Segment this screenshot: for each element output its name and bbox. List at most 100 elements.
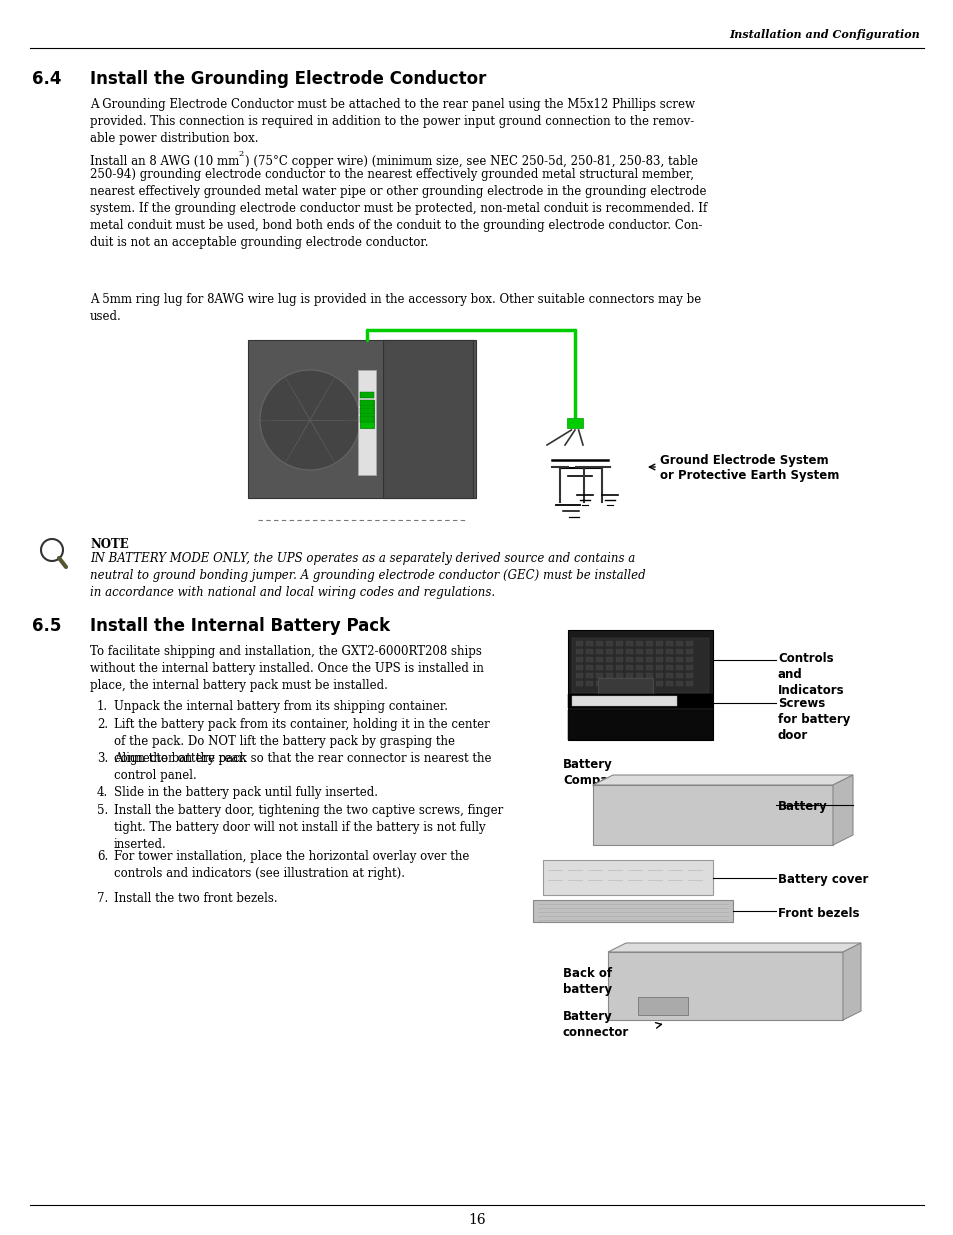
Bar	[636, 680, 642, 685]
Bar	[645, 664, 652, 671]
Text: 6.4: 6.4	[32, 70, 61, 88]
Bar	[596, 664, 602, 671]
Text: Installation and Configuration: Installation and Configuration	[728, 28, 919, 40]
Bar	[585, 650, 593, 655]
Bar	[665, 650, 672, 655]
Bar	[625, 650, 633, 655]
Bar	[576, 650, 582, 655]
Text: 1.: 1.	[97, 700, 108, 713]
Bar	[567, 710, 712, 740]
Text: NOTE: NOTE	[90, 538, 129, 551]
Bar	[676, 664, 682, 671]
Text: Controls
and
Indicators: Controls and Indicators	[778, 652, 843, 697]
Text: To facilitate shipping and installation, the GXT2-6000RT208 ships
without the in: To facilitate shipping and installation,…	[90, 645, 483, 692]
Bar	[656, 657, 662, 662]
Bar	[572, 638, 708, 693]
Bar	[685, 650, 692, 655]
Polygon shape	[832, 776, 852, 845]
Polygon shape	[842, 944, 861, 1020]
Bar	[645, 650, 652, 655]
Bar	[566, 417, 582, 429]
Text: Battery: Battery	[778, 800, 827, 813]
Bar	[616, 664, 622, 671]
Bar	[585, 680, 593, 685]
Bar	[596, 650, 602, 655]
Bar	[607, 952, 842, 1020]
Bar	[645, 641, 652, 646]
Bar	[359, 400, 374, 429]
Bar	[359, 416, 374, 422]
Bar	[625, 680, 633, 685]
Text: Ground Electrode System: Ground Electrode System	[659, 453, 828, 467]
Bar	[616, 657, 622, 662]
Text: Screws
for battery
door: Screws for battery door	[778, 697, 849, 742]
Bar	[616, 641, 622, 646]
Bar	[636, 657, 642, 662]
Bar	[596, 680, 602, 685]
Bar	[605, 673, 613, 678]
Text: Install the Grounding Electrode Conductor: Install the Grounding Electrode Conducto…	[90, 70, 486, 88]
Text: Battery
connector: Battery connector	[562, 1010, 629, 1039]
Bar	[567, 630, 712, 740]
Bar	[656, 680, 662, 685]
Text: Lift the battery pack from its container, holding it in the center
of the pack. : Lift the battery pack from its container…	[113, 718, 489, 764]
Bar	[625, 657, 633, 662]
Text: Front bezels: Front bezels	[778, 906, 859, 920]
Text: Install the battery door, tightening the two captive screws, finger
tight. The b: Install the battery door, tightening the…	[113, 804, 503, 851]
Bar	[605, 650, 613, 655]
Bar	[585, 641, 593, 646]
Text: Back of
battery: Back of battery	[562, 967, 612, 995]
Text: Align the battery pack so that the rear connector is nearest the
control panel.: Align the battery pack so that the rear …	[113, 752, 491, 782]
Bar	[359, 391, 374, 398]
Bar	[533, 900, 732, 923]
Text: Unpack the internal battery from its shipping container.: Unpack the internal battery from its shi…	[113, 700, 448, 713]
Bar	[676, 680, 682, 685]
Bar	[616, 673, 622, 678]
Bar	[572, 697, 677, 706]
Polygon shape	[593, 776, 852, 785]
Bar	[598, 678, 652, 700]
Text: 250-94) grounding electrode conductor to the nearest effectively grounded metal : 250-94) grounding electrode conductor to…	[90, 168, 706, 249]
Bar	[625, 641, 633, 646]
Bar	[248, 340, 476, 498]
Bar	[656, 650, 662, 655]
Polygon shape	[607, 944, 861, 952]
Bar	[625, 664, 633, 671]
Bar	[636, 650, 642, 655]
Text: IN BATTERY MODE ONLY, the UPS operates as a separately derived source and contai: IN BATTERY MODE ONLY, the UPS operates a…	[90, 552, 645, 599]
Text: 3.: 3.	[97, 752, 108, 764]
Text: 5.: 5.	[97, 804, 108, 818]
Bar	[567, 694, 712, 708]
Text: A 5mm ring lug for 8AWG wire lug is provided in the accessory box. Other suitabl: A 5mm ring lug for 8AWG wire lug is prov…	[90, 293, 700, 324]
Bar	[665, 657, 672, 662]
Bar	[576, 664, 582, 671]
Bar	[596, 641, 602, 646]
Bar	[685, 641, 692, 646]
Text: 2: 2	[237, 149, 243, 158]
Bar	[645, 657, 652, 662]
Bar	[359, 400, 374, 406]
Text: Slide in the battery pack until fully inserted.: Slide in the battery pack until fully in…	[113, 785, 377, 799]
Bar	[585, 664, 593, 671]
Bar	[585, 657, 593, 662]
Circle shape	[260, 370, 359, 471]
Bar	[676, 641, 682, 646]
Text: For tower installation, place the horizontal overlay over the
controls and indic: For tower installation, place the horizo…	[113, 850, 469, 881]
Bar	[665, 680, 672, 685]
Bar	[576, 641, 582, 646]
Bar	[596, 657, 602, 662]
Bar	[585, 673, 593, 678]
Bar	[638, 997, 687, 1015]
Bar	[357, 370, 375, 475]
Bar	[665, 641, 672, 646]
Bar	[636, 641, 642, 646]
Bar	[685, 673, 692, 678]
Bar	[605, 664, 613, 671]
Text: Install the Internal Battery Pack: Install the Internal Battery Pack	[90, 618, 390, 635]
Bar	[576, 657, 582, 662]
Bar	[576, 673, 582, 678]
Bar	[359, 408, 374, 414]
Bar	[685, 657, 692, 662]
Bar	[645, 680, 652, 685]
Bar	[382, 340, 473, 498]
